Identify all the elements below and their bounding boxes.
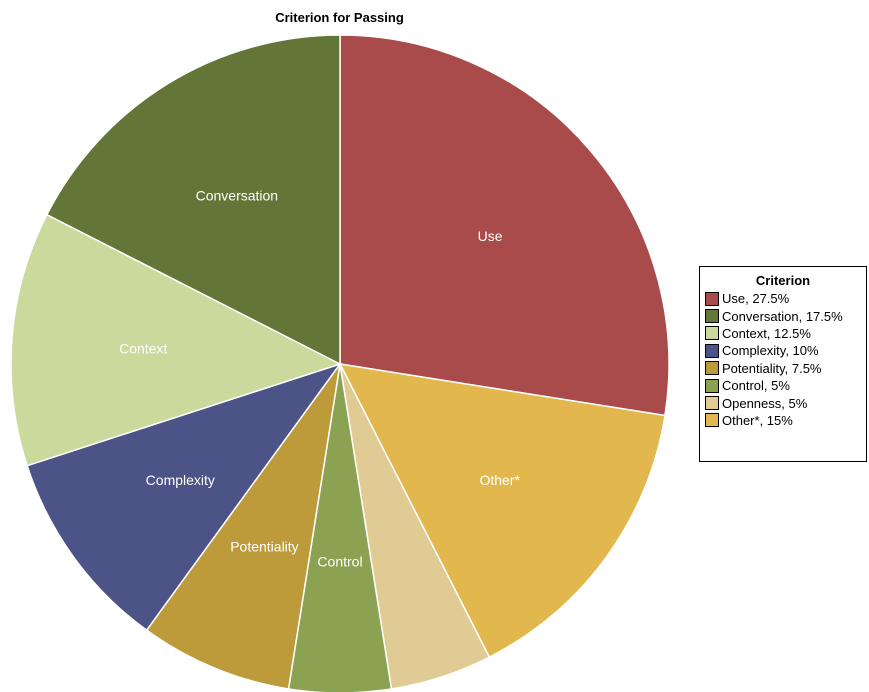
pie-slice-use bbox=[339, 34, 670, 417]
legend-item-use: Use, 27.5% bbox=[700, 290, 866, 307]
legend-swatch-control bbox=[705, 378, 719, 393]
slice-label-use: Use bbox=[478, 228, 503, 244]
slice-label-conversation: Conversation bbox=[196, 188, 279, 204]
legend-swatch-context bbox=[705, 326, 719, 341]
pie-slice-other bbox=[338, 363, 666, 659]
legend-label-other: Other*, 15% bbox=[722, 412, 793, 428]
legend-swatch-other bbox=[705, 413, 719, 428]
slice-label-potentiality: Potentiality bbox=[230, 538, 298, 554]
legend-swatch-complexity bbox=[705, 343, 719, 358]
chart-legend: Criterion Use, 27.5% Conversation, 17.5% C… bbox=[699, 266, 867, 462]
legend-item-context: Context, 12.5% bbox=[700, 325, 866, 342]
legend-label-conversation: Conversation, 17.5% bbox=[722, 308, 843, 324]
legend-item-potentiality: Potentiality, 7.5% bbox=[700, 360, 866, 377]
pie-slice-conversation bbox=[45, 34, 341, 366]
pie-slice-context bbox=[10, 213, 342, 467]
legend-item-conversation: Conversation, 17.5% bbox=[700, 307, 866, 324]
pie-slice-complexity bbox=[26, 362, 342, 632]
pie-slices bbox=[10, 34, 670, 692]
legend-item-openness: Openness, 5% bbox=[700, 394, 866, 411]
legend-swatch-potentiality bbox=[705, 361, 719, 376]
pie-slice-potentiality bbox=[145, 363, 341, 690]
slice-label-context: Context bbox=[119, 341, 167, 357]
legend-item-control: Control, 5% bbox=[700, 377, 866, 394]
legend-label-openness: Openness, 5% bbox=[722, 395, 808, 411]
slice-label-complexity: Complexity bbox=[146, 472, 215, 488]
legend-label-context: Context, 12.5% bbox=[722, 325, 811, 341]
slice-label-other: Other* bbox=[479, 472, 520, 488]
legend-item-complexity: Complexity, 10% bbox=[700, 342, 866, 359]
pie-slice-labels: Use Other* Control Potentiality Complexity Co… bbox=[119, 188, 520, 570]
legend-label-use: Use, 27.5% bbox=[722, 291, 790, 307]
chart-title: Criterion for Passing bbox=[275, 10, 404, 25]
legend-swatch-use bbox=[705, 291, 719, 306]
legend-swatch-openness bbox=[705, 396, 719, 411]
legend-item-other: Other*, 15% bbox=[700, 412, 866, 429]
legend-swatch-conversation bbox=[705, 309, 719, 324]
legend-label-complexity: Complexity, 10% bbox=[722, 343, 819, 359]
legend-title: Criterion bbox=[755, 273, 811, 288]
legend-items: Use, 27.5% Conversation, 17.5% Context, 12… bbox=[700, 290, 866, 429]
legend-label-control: Control, 5% bbox=[722, 378, 790, 394]
legend-label-potentiality: Potentiality, 7.5% bbox=[722, 360, 822, 376]
slice-label-control: Control bbox=[317, 553, 362, 569]
